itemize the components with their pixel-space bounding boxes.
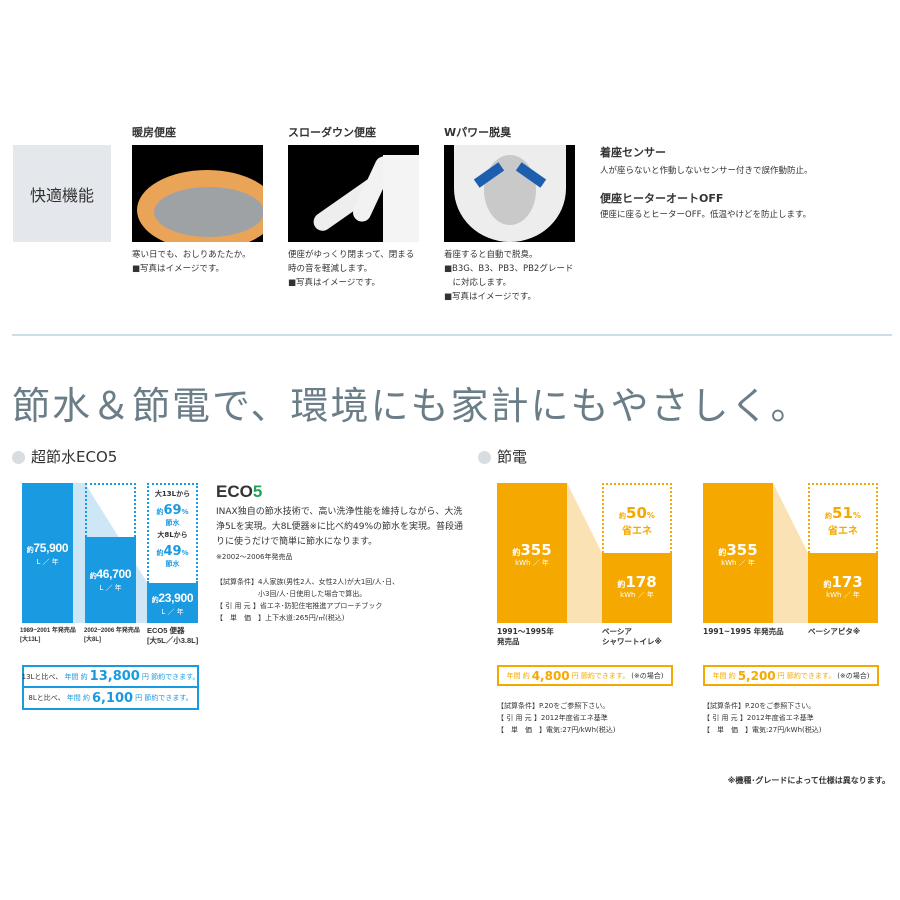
water-bar: 約75,900 L ／ 年 [22, 483, 73, 623]
power-bar-label: 1991~1995 年発売品 [703, 627, 784, 636]
power-notes: 【試算条件】P.20をご参照下さい。 【 引 用 元 】2012年度省エネ基準 … [497, 702, 616, 734]
extra-desc: 便座に座るとヒーターOFF。低温やけどを防止します。 [600, 210, 812, 220]
footer-note: ※機種･グレードによって仕様は異なります。 [727, 776, 890, 785]
power-bar: 約173 kWh ／ 年 [808, 553, 878, 623]
power-connector [773, 483, 808, 623]
water-bar-label: 2002~2006 年発売品 [大8L] [84, 628, 140, 643]
power-bar: 約178 kWh ／ 年 [602, 553, 672, 623]
feature-caption: 着座すると自動で脱臭。 ■B3G、B3、PB3、PB2グレード に対応します。 … [444, 250, 574, 302]
extra-title: 着座センサー [600, 146, 666, 159]
feature-caption: 便座がゆっくり閉まって、閉まる 時の音を軽減します。 ■写真はイメージです。 [288, 250, 415, 288]
deodorizer-image [444, 145, 575, 242]
feature-title: Wパワー脱臭 [444, 126, 512, 139]
power-bar-label: 1991〜1995年 発売品 [497, 627, 554, 646]
feature-title: スローダウン便座 [288, 126, 376, 139]
eco5-logo: ECO5 [216, 482, 263, 501]
extra-title: 便座ヒーターオートOFF [600, 192, 724, 205]
water-bar-label: 1989~2001 年発売品 [大13L] [20, 628, 76, 643]
eco5-block: ECO5 INAX独自の節水技術で、高い洗浄性能を維持しながら、大洗浄5Lを実現… [216, 482, 466, 624]
power-connector [567, 483, 602, 623]
eco5-body: INAX独自の節水技術で、高い洗浄性能を維持しながら、大洗浄5Lを実現。大8L便… [216, 507, 464, 547]
power-bar-label: ベーシアピタ※ [808, 627, 861, 636]
eco5-footnote: ※2002〜2006年発売品 [216, 553, 293, 561]
eco5-notes: 【試算条件】4人家族(男性2人、女性2人)が大1回/人･日、 小3回/人･日使用… [216, 578, 400, 622]
heated-seat-image [132, 145, 263, 242]
power-bar: 約355 kWh ／ 年 [703, 483, 773, 623]
power-savings-box: 年間 約 4,800 円 節約できます。 (※の場合) [497, 665, 673, 686]
bullet-icon [478, 451, 491, 464]
water-bar: 約46,700 L ／ 年 [85, 537, 136, 623]
extra-desc: 人が座らないと作動しないセンサー付きで誤作動防止。 [600, 166, 813, 176]
comfort-heading-box: 快適機能 [13, 145, 111, 242]
power-section-heading: 節電 [478, 446, 527, 467]
water-dotted-box: 大13Lから 約69% 節水 大8Lから 約49% 節水 [147, 483, 198, 583]
feature-caption: 寒い日でも、おしりあたたか。 ■写真はイメージです。 [132, 250, 251, 274]
water-section-heading: 超節水ECO5 [12, 446, 117, 467]
bullet-icon [12, 451, 25, 464]
power-bar: 約355 kWh ／ 年 [497, 483, 567, 623]
feature-title: 暖房便座 [132, 126, 176, 139]
water-bar: 約23,900 L ／ 年 [147, 583, 198, 623]
power-dotted-box: 約51% 省エネ [808, 483, 878, 553]
power-dotted-box: 約50% 省エネ [602, 483, 672, 553]
divider [12, 334, 892, 336]
slow-down-seat-image [288, 145, 419, 242]
headline: 節水＆節電で、環境にも家計にもやさしく。 [12, 384, 811, 428]
water-bar-label: ECO5 便器 [大5L／小3.8L] [147, 626, 199, 645]
power-savings-box: 年間 約 5,200 円 節約できます。 (※の場合) [703, 665, 879, 686]
water-savings-box: 13Lと比べ、 年間 約 13,800 円 節約できます。 8Lと比べ、 年間 約 6,1… [22, 665, 199, 710]
power-notes: 【試算条件】P.20をご参照下さい。 【 引 用 元 】2012年度省エネ基準 … [703, 702, 822, 734]
water-dotted-box [85, 483, 136, 537]
power-bar-label: ベーシア シャワートイレ※ [602, 627, 662, 646]
